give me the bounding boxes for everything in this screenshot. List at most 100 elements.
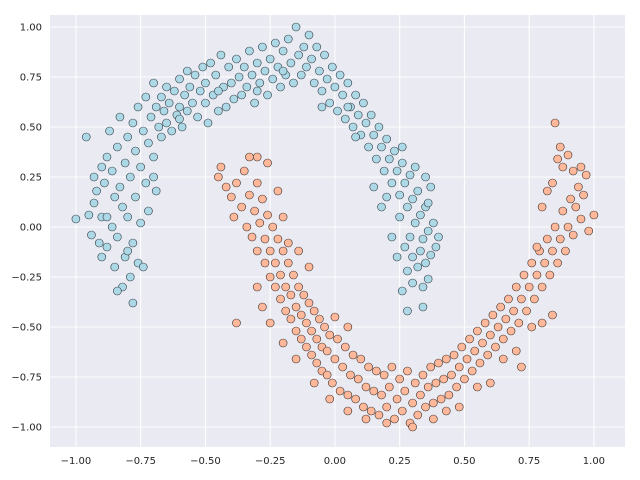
- scatter-point-series-1: [247, 70, 257, 80]
- scatter-point-series-2: [493, 322, 503, 332]
- scatter-point-series-1: [299, 42, 309, 52]
- scatter-point-series-1: [203, 118, 213, 128]
- scatter-point-series-1: [400, 178, 410, 188]
- scatter-point-series-2: [581, 170, 591, 180]
- scatter-point-series-2: [312, 334, 322, 344]
- scatter-point-series-2: [413, 410, 423, 420]
- scatter-point-series-2: [553, 258, 562, 268]
- scatter-point-series-1: [333, 106, 342, 116]
- scatter-point-series-2: [359, 402, 368, 412]
- scatter-point-series-2: [258, 302, 267, 312]
- scatter-point-series-1: [423, 226, 433, 236]
- scatter-point-series-2: [418, 370, 428, 380]
- scatter-point-series-2: [286, 290, 296, 300]
- scatter-point-series-1: [392, 166, 402, 176]
- scatter-point-series-2: [410, 378, 420, 388]
- scatter-point-series-2: [423, 382, 433, 392]
- scatter-point-series-2: [548, 178, 557, 188]
- x-tick-label: −1.00: [61, 456, 92, 467]
- scatter-point-series-1: [252, 86, 262, 96]
- scatter-point-series-2: [447, 370, 456, 380]
- scatter-point-series-2: [340, 342, 350, 352]
- scatter-point-series-2: [237, 202, 246, 212]
- scatter-point-series-1: [359, 98, 368, 108]
- scatter-point-series-2: [338, 362, 347, 372]
- scatter-point-series-1: [131, 192, 140, 202]
- scatter-point-series-1: [351, 132, 360, 142]
- scatter-point-series-2: [366, 406, 376, 416]
- scatter-point-series-2: [245, 190, 254, 200]
- scatter-point-series-2: [506, 326, 516, 336]
- scatter-point-series-1: [107, 222, 117, 232]
- scatter-point-series-2: [296, 334, 306, 344]
- scatter-point-series-1: [149, 172, 158, 182]
- scatter-point-series-2: [325, 330, 335, 340]
- scatter-point-series-1: [382, 134, 392, 144]
- scatter-point-series-2: [532, 242, 542, 252]
- x-tick-label: 0.75: [518, 456, 540, 467]
- scatter-point-series-2: [330, 354, 340, 364]
- scatter-point-series-2: [429, 414, 438, 424]
- scatter-point-series-1: [322, 74, 332, 84]
- scatter-point-series-1: [343, 78, 353, 88]
- scatter-point-series-1: [291, 22, 301, 32]
- scatter-point-series-2: [276, 270, 285, 280]
- scatter-point-series-1: [128, 238, 138, 248]
- scatter-point-series-1: [317, 102, 327, 112]
- y-tick-label: −0.50: [11, 323, 42, 334]
- scatter-point-series-2: [537, 202, 547, 212]
- scatter-point-series-2: [278, 246, 288, 256]
- scatter-point-series-2: [429, 398, 438, 408]
- scatter-point-series-1: [369, 130, 379, 140]
- scatter-point-series-2: [281, 282, 290, 292]
- scatter-point-series-1: [151, 186, 161, 196]
- scatter-point-series-2: [478, 338, 487, 348]
- scatter-point-series-2: [522, 306, 531, 316]
- scatter-point-series-2: [304, 298, 314, 308]
- scatter-point-series-1: [255, 78, 265, 88]
- scatter-point-series-1: [260, 66, 270, 76]
- scatter-point-series-2: [214, 172, 223, 182]
- scatter-point-series-2: [436, 394, 446, 404]
- x-tick-label: 0.50: [453, 456, 475, 467]
- x-tick-label: 0.25: [389, 456, 411, 467]
- y-tick-label: −0.75: [11, 373, 42, 384]
- scatter-point-series-2: [397, 406, 407, 416]
- scatter-point-series-1: [377, 142, 386, 152]
- scatter-point-series-2: [245, 152, 254, 162]
- scatter-point-series-2: [307, 350, 316, 360]
- scatter-point-series-1: [89, 172, 99, 182]
- scatter-point-series-1: [162, 82, 171, 92]
- scatter-point-series-1: [304, 30, 314, 40]
- scatter-point-series-1: [418, 234, 428, 244]
- scatter-point-series-1: [330, 82, 340, 92]
- scatter-point-series-1: [146, 112, 156, 122]
- scatter-point-series-2: [232, 178, 241, 188]
- scatter-point-series-1: [413, 262, 423, 272]
- scatter-point-series-1: [149, 152, 158, 162]
- scatter-point-series-2: [307, 326, 316, 336]
- scatter-point-series-1: [397, 158, 407, 168]
- scatter-point-series-1: [377, 202, 386, 212]
- scatter-point-series-1: [201, 78, 210, 88]
- scatter-point-series-2: [322, 346, 332, 356]
- y-tick-label: 0.50: [20, 123, 42, 134]
- scatter-point-series-1: [434, 232, 443, 242]
- scatter-point-series-1: [276, 82, 285, 92]
- scatter-point-series-2: [320, 322, 329, 332]
- scatter-point-series-1: [335, 70, 345, 80]
- scatter-point-series-1: [390, 146, 399, 156]
- scatter-point-series-1: [258, 42, 267, 52]
- scatter-point-series-2: [473, 326, 482, 336]
- scatter-point-series-2: [501, 314, 511, 324]
- scatter-point-series-1: [403, 306, 412, 316]
- scatter-point-series-1: [115, 182, 125, 192]
- scatter-point-series-1: [136, 218, 145, 228]
- y-tick-label: 0.00: [20, 223, 42, 234]
- scatter-point-series-1: [413, 186, 423, 196]
- scatter-point-series-2: [281, 306, 290, 316]
- scatter-point-series-2: [480, 318, 490, 328]
- scatter-point-series-2: [571, 202, 581, 212]
- scatter-point-series-1: [227, 78, 236, 88]
- scatter-point-series-1: [177, 122, 187, 132]
